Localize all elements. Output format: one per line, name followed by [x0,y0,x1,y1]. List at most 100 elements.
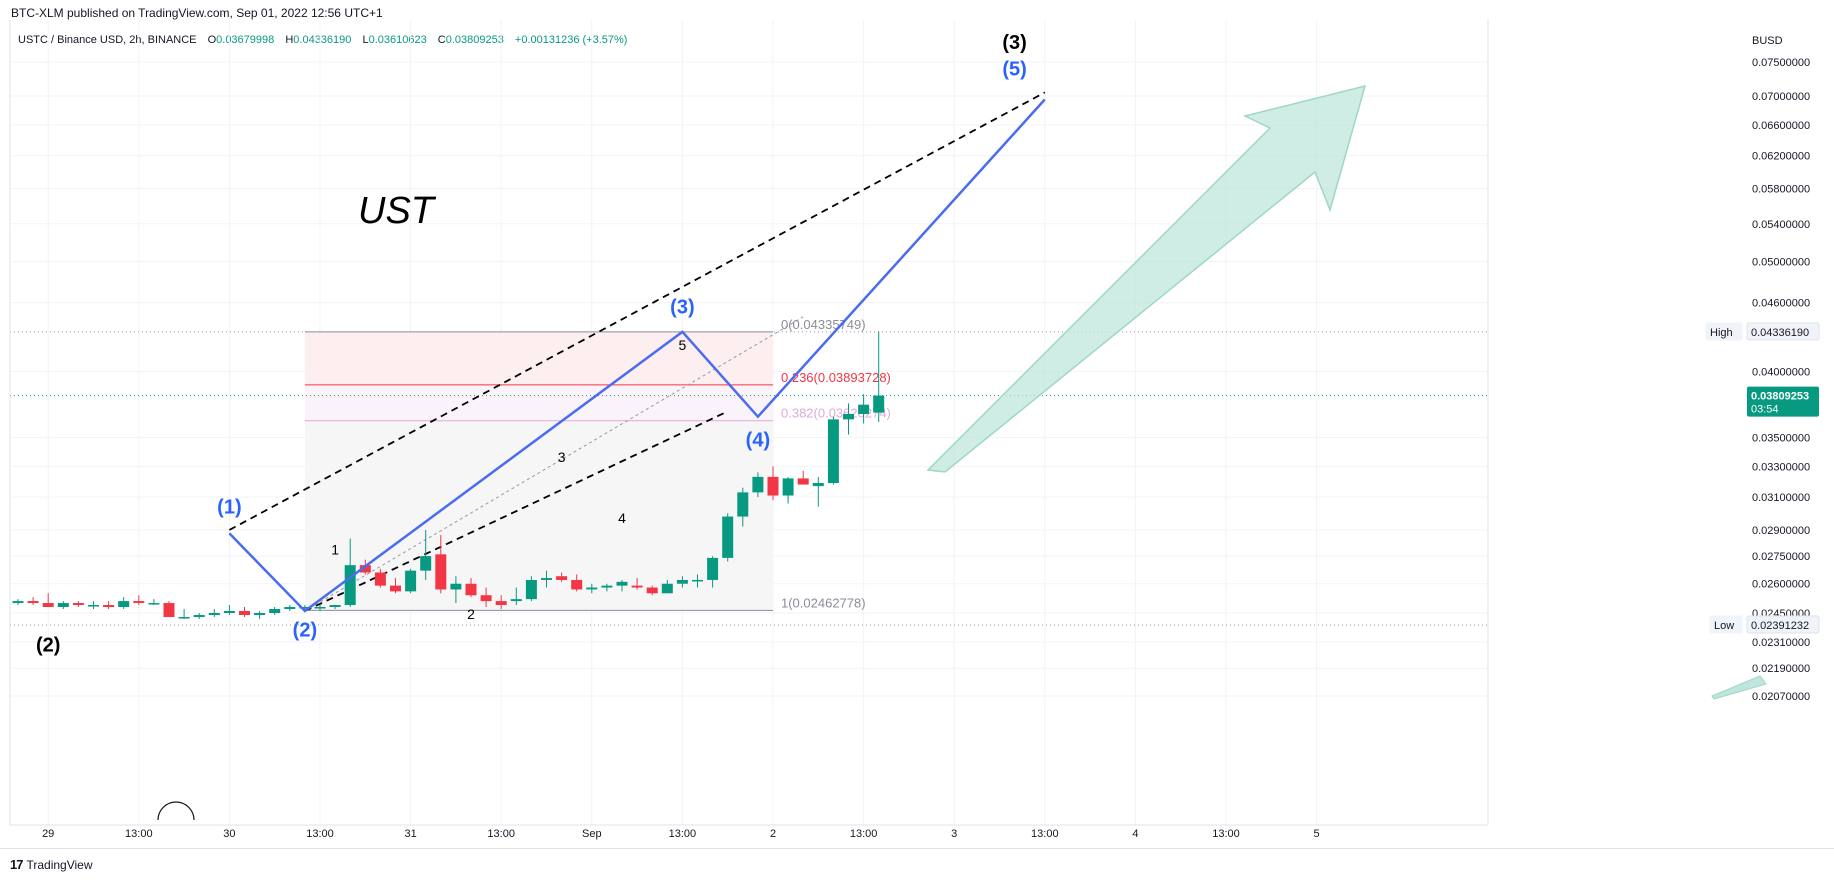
candle-body [646,587,658,594]
price-tick-label: 0.05400000 [1752,219,1810,231]
candle-body [405,570,417,592]
candle-body [118,601,130,608]
wave-labels: (1) (2) (3) (4) (5) (2) (3) 1 2 3 4 5 UST [36,32,1027,657]
channel-upper-line [228,91,1046,531]
candle-body [495,601,507,606]
projection-arrow[interactable] [926,84,1767,700]
candle-body [27,601,39,604]
candle-body [858,404,870,414]
candle-body [571,579,583,590]
price-chart[interactable]: 0(0.04335749)0.236(0.03893728)0.382(0.03… [0,0,1834,848]
time-tick-label: 13:00 [850,828,878,840]
price-tick-label: 0.06200000 [1752,151,1810,163]
fib-zone-236-382 [304,384,773,421]
candle-body [767,476,779,496]
candle-body [269,608,281,613]
candle-body [359,565,371,573]
low-value: 0.02391232 [1751,620,1809,632]
wave-label-blue: (3) [670,297,694,319]
candle-body [103,605,115,608]
candle-body [616,581,628,586]
time-tick-label: Sep [582,828,602,840]
subwave-label: 1 [331,541,339,557]
candle-body [208,612,220,616]
price-tick-label: 0.02600000 [1752,579,1810,591]
price-tick-label: 0.02070000 [1752,691,1810,703]
tradingview-logo-icon: 17 [10,857,24,872]
low-tag-bg [1709,615,1743,634]
footer-divider [0,848,1834,849]
time-tick-label: 31 [404,828,416,840]
candle-body [12,601,24,604]
candle-body [707,557,719,580]
fib-zone-0-236 [304,331,773,385]
candle-body [722,516,734,558]
projection-arrow-shape [926,84,1367,473]
time-tick-label: 3 [951,828,957,840]
candle-body [239,610,250,616]
price-tick-label: 0.03500000 [1752,432,1810,444]
time-tick-label: 13:00 [306,828,334,840]
chart-axes[interactable]: BUSD 0.07500000 0.07000000 0.06600000 0.0620… [0,20,1820,840]
legend-close-label: C [437,34,446,46]
projection-arrow-fragment [1711,675,1767,700]
wave-label-blue: (1) [217,496,241,518]
elliott-wave[interactable] [228,98,1046,613]
elliott-wave-path [228,98,1046,613]
candle-body [797,478,809,485]
candle-body [873,395,885,413]
price-tick-label: 0.02900000 [1752,525,1810,537]
last-price-badge [1747,386,1819,417]
time-tick-label: 4 [1132,828,1138,840]
footer-brand[interactable]: 17 TradingView [10,857,93,872]
time-tick-label: 13:00 [1212,828,1240,840]
low-value-bg [1746,615,1820,634]
subwave-label: 2 [467,606,475,622]
high-value: 0.04336190 [1751,327,1809,339]
price-tick-label: 0.06600000 [1752,120,1810,132]
candle-body [42,603,54,608]
wave-label-blue: (5) [1002,58,1026,80]
candle-body [480,595,492,602]
time-tick-label: 13:00 [1031,828,1059,840]
time-tick-label: 13:00 [487,828,515,840]
candle-body [586,587,598,590]
candle-body [752,476,764,493]
symbol-name[interactable]: USTC / Binance USD, 2h, BINANCE [18,34,197,46]
candle-body [556,576,568,580]
symbol-legend: USTC / Binance USD, 2h, BINANCE O0.03679… [18,34,627,46]
fib-level-label: 0(0.04335749) [781,317,866,332]
wave-label-black: (2) [36,635,60,657]
fib-retracement[interactable]: 0(0.04335749)0.236(0.03893728)0.382(0.03… [304,317,891,611]
low-tag: Low [1714,620,1734,632]
candle-body [601,585,613,588]
legend-high: 0.04336190 [293,34,352,46]
legend-high-label: H [285,34,294,46]
price-tick-label: 0.02310000 [1752,637,1810,649]
candle-body [254,612,266,616]
price-tick-label: 0.05800000 [1752,184,1810,196]
candle-body [148,603,160,605]
candle-body [72,603,84,606]
candlestick-series [12,331,885,620]
fib-trend-line [304,316,804,612]
brand-name: TradingView [26,857,93,872]
last-price-value: 0.03809253 [1751,391,1809,403]
candle-body [676,579,688,584]
candle-body [525,579,537,600]
candle-body [827,419,839,484]
wave-label-blue: (4) [746,430,770,452]
time-tick-label: 29 [42,828,54,840]
chart-title: UST [358,190,437,232]
price-tick-label: 0.03300000 [1752,461,1810,473]
subwave-label: 5 [679,337,687,353]
price-tick-label: 0.03100000 [1752,492,1810,504]
publish-info: BTC-XLM published on TradingView.com, Se… [11,6,383,20]
price-tick-label: 0.07500000 [1752,57,1810,69]
subwave-label: 4 [618,510,626,526]
time-tick-label: 2 [770,828,776,840]
candle-body [178,617,190,619]
legend-low: 0.03610623 [368,34,427,46]
candle-body [782,478,794,496]
time-tick-label: 13:00 [669,828,697,840]
